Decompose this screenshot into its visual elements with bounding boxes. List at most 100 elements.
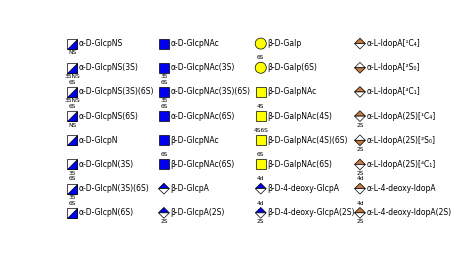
Text: α-L-IdopA[¹C₄]: α-L-IdopA[¹C₄] (366, 39, 420, 48)
Bar (67, 208, 77, 218)
Polygon shape (158, 189, 169, 194)
Polygon shape (355, 116, 365, 121)
Text: α-L-IdopA(2S)[¹C₄]: α-L-IdopA(2S)[¹C₄] (366, 112, 436, 121)
Text: β-D-Galp(6S): β-D-Galp(6S) (267, 63, 317, 72)
Text: 35: 35 (69, 195, 76, 200)
Bar (159, 159, 169, 170)
Text: β-D-GlcpNAc: β-D-GlcpNAc (171, 136, 219, 145)
Text: 4d: 4d (356, 176, 364, 181)
Bar (67, 63, 77, 73)
Text: α-D-GlcpNAc(3S)(6S): α-D-GlcpNAc(3S)(6S) (171, 88, 250, 96)
Polygon shape (158, 183, 169, 189)
Text: α-D-GlcpNS(3S): α-D-GlcpNS(3S) (79, 63, 139, 72)
Text: α-L-IdopA(2S)[⁴C₁]: α-L-IdopA(2S)[⁴C₁] (366, 160, 436, 169)
Polygon shape (355, 140, 365, 146)
Text: α-D-GlcpNAc(6S): α-D-GlcpNAc(6S) (171, 112, 235, 121)
Text: α-L-4-deoxy-IdopA: α-L-4-deoxy-IdopA (366, 184, 436, 193)
Bar (67, 111, 77, 121)
Bar (159, 63, 169, 73)
Polygon shape (355, 207, 365, 213)
Polygon shape (158, 213, 169, 218)
Polygon shape (355, 92, 365, 97)
Text: 4d: 4d (356, 201, 364, 206)
Polygon shape (355, 183, 365, 189)
Polygon shape (67, 87, 77, 97)
Text: 6S: 6S (160, 104, 168, 109)
Text: β-D-GlcpA: β-D-GlcpA (171, 184, 210, 193)
Polygon shape (67, 39, 77, 49)
Text: α-D-GlcpN: α-D-GlcpN (79, 136, 118, 145)
Text: α-D-GlcpN(6S): α-D-GlcpN(6S) (79, 208, 134, 217)
Text: 6S: 6S (160, 152, 168, 157)
Text: 35NS: 35NS (64, 74, 80, 79)
Text: 6S: 6S (69, 201, 76, 206)
Text: α-D-GlcpN(3S): α-D-GlcpN(3S) (79, 160, 134, 169)
Polygon shape (355, 68, 365, 73)
Bar (67, 135, 77, 145)
Polygon shape (255, 207, 266, 213)
Text: 6S: 6S (257, 152, 264, 157)
Text: α-D-GlcpNAc: α-D-GlcpNAc (171, 39, 219, 48)
Polygon shape (67, 208, 77, 218)
Text: α-L-4-deoxy-IdopA(2S): α-L-4-deoxy-IdopA(2S) (366, 208, 452, 217)
Polygon shape (355, 159, 365, 164)
Text: β-D-4-deoxy-GlcpA(2S): β-D-4-deoxy-GlcpA(2S) (267, 208, 355, 217)
Text: 35: 35 (160, 99, 168, 104)
Text: 2S: 2S (356, 171, 364, 176)
Polygon shape (67, 63, 77, 73)
Polygon shape (355, 135, 365, 140)
Text: α-L-IdopA[²S₀]: α-L-IdopA[²S₀] (366, 63, 420, 72)
Polygon shape (355, 87, 365, 92)
Polygon shape (67, 135, 77, 145)
Polygon shape (158, 207, 169, 213)
Polygon shape (67, 159, 77, 170)
Text: 6S: 6S (160, 80, 168, 85)
Text: α-D-GlcpNS: α-D-GlcpNS (79, 39, 123, 48)
Text: 4S6S: 4S6S (253, 128, 268, 133)
Text: NS: NS (68, 50, 76, 55)
Text: 2S: 2S (356, 219, 364, 224)
Bar (67, 87, 77, 97)
Polygon shape (355, 164, 365, 170)
Bar (159, 87, 169, 97)
Text: β-D-GlcpNAc(6S): β-D-GlcpNAc(6S) (171, 160, 235, 169)
Text: 2S: 2S (257, 219, 264, 224)
Polygon shape (355, 38, 365, 44)
Polygon shape (355, 213, 365, 218)
Polygon shape (355, 189, 365, 194)
Text: β-D-GalpNAc(4S)(6S): β-D-GalpNAc(4S)(6S) (267, 136, 348, 145)
Bar (255, 135, 266, 145)
Text: α-D-GlcpNS(6S): α-D-GlcpNS(6S) (79, 112, 139, 121)
Bar (67, 184, 77, 194)
Text: β-D-Galp: β-D-Galp (267, 39, 301, 48)
Polygon shape (355, 44, 365, 49)
Text: 6S: 6S (257, 56, 264, 60)
Text: 35: 35 (160, 74, 168, 79)
Bar (255, 87, 266, 97)
Circle shape (255, 38, 266, 49)
Text: 6S: 6S (69, 104, 76, 109)
Bar (255, 159, 266, 170)
Text: β-D-GalpNAc: β-D-GalpNAc (267, 88, 317, 96)
Text: 4d: 4d (257, 176, 264, 181)
Polygon shape (255, 183, 266, 189)
Text: β-D-GlcpA(2S): β-D-GlcpA(2S) (171, 208, 225, 217)
Text: 35: 35 (69, 171, 76, 176)
Bar (159, 39, 169, 49)
Text: 2S: 2S (160, 219, 168, 224)
Bar (67, 159, 77, 170)
Text: α-L-IdopA(2S)[²S₀]: α-L-IdopA(2S)[²S₀] (366, 136, 436, 145)
Polygon shape (67, 111, 77, 121)
Polygon shape (67, 184, 77, 194)
Text: 6S: 6S (69, 80, 76, 85)
Text: β-D-4-deoxy-GlcpA: β-D-4-deoxy-GlcpA (267, 184, 339, 193)
Bar (159, 111, 169, 121)
Polygon shape (355, 111, 365, 116)
Text: 35NS: 35NS (64, 99, 80, 104)
Bar (255, 111, 266, 121)
Text: α-D-GlcpNS(3S)(6S): α-D-GlcpNS(3S)(6S) (79, 88, 155, 96)
Text: α-L-IdopA[⁴C₁]: α-L-IdopA[⁴C₁] (366, 88, 420, 96)
Bar (159, 135, 169, 145)
Bar (67, 39, 77, 49)
Text: 2S: 2S (356, 123, 364, 128)
